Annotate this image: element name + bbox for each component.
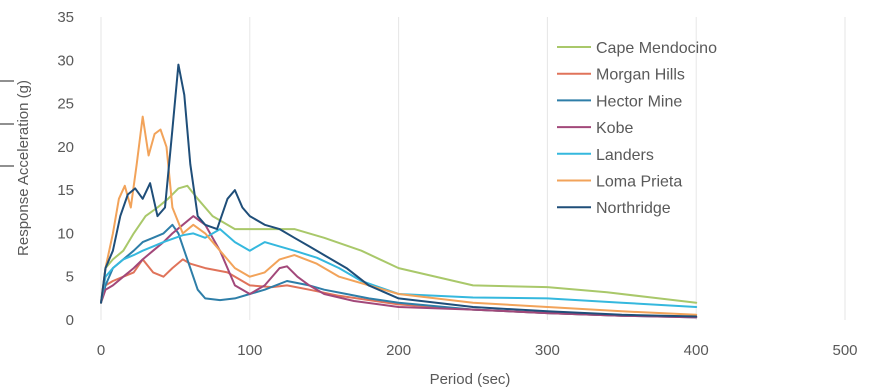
y-axis-title: Response Acceleration (g) — [15, 80, 32, 256]
grid-lines — [100, 17, 846, 320]
legend-label-loma-prieta: Loma Prieta — [596, 174, 682, 191]
legend-label-northridge: Northridge — [596, 200, 671, 217]
legend-label-landers: Landers — [596, 147, 654, 164]
x-tick-label: 100 — [237, 342, 262, 359]
legend-label-hector-mine: Hector Mine — [596, 93, 682, 110]
series-line-northridge — [100, 63, 698, 318]
y-tick-label: 35 — [57, 9, 74, 26]
y-tick-label: 20 — [57, 139, 74, 156]
legend: Cape Mendocino Morgan Hills Hector Mine Kob… — [557, 40, 717, 217]
x-axis-title: Period (sec) — [430, 371, 511, 388]
y-tick-label: 5 — [66, 269, 74, 286]
series-line-kobe — [100, 215, 698, 319]
series-line-morgan-hills — [100, 258, 698, 318]
x-tick-label: 300 — [535, 342, 560, 359]
y-tick-label: 0 — [66, 312, 74, 329]
x-tick-label: 200 — [386, 342, 411, 359]
x-tick-label: 0 — [97, 342, 105, 359]
y-tick-label: 15 — [57, 182, 74, 199]
series-line-cape-mendocino — [100, 184, 698, 304]
y-tick-label: 25 — [57, 96, 74, 113]
y-tick-label: 10 — [57, 225, 74, 242]
series-line-hector-mine — [100, 223, 698, 319]
x-tick-label: 400 — [684, 342, 709, 359]
y-tick-label: 30 — [57, 52, 74, 69]
axes: 0 5 10 15 20 25 30 35 0 100 200 300 400 500 — [57, 9, 857, 359]
x-tick-label: 500 — [832, 342, 857, 359]
series-lines — [100, 63, 698, 319]
legend-label-morgan-hills: Morgan Hills — [596, 67, 685, 84]
legend-label-kobe: Kobe — [596, 120, 633, 137]
series-line-loma-prieta — [100, 115, 698, 316]
legend-label-cape-mendocino: Cape Mendocino — [596, 40, 717, 57]
